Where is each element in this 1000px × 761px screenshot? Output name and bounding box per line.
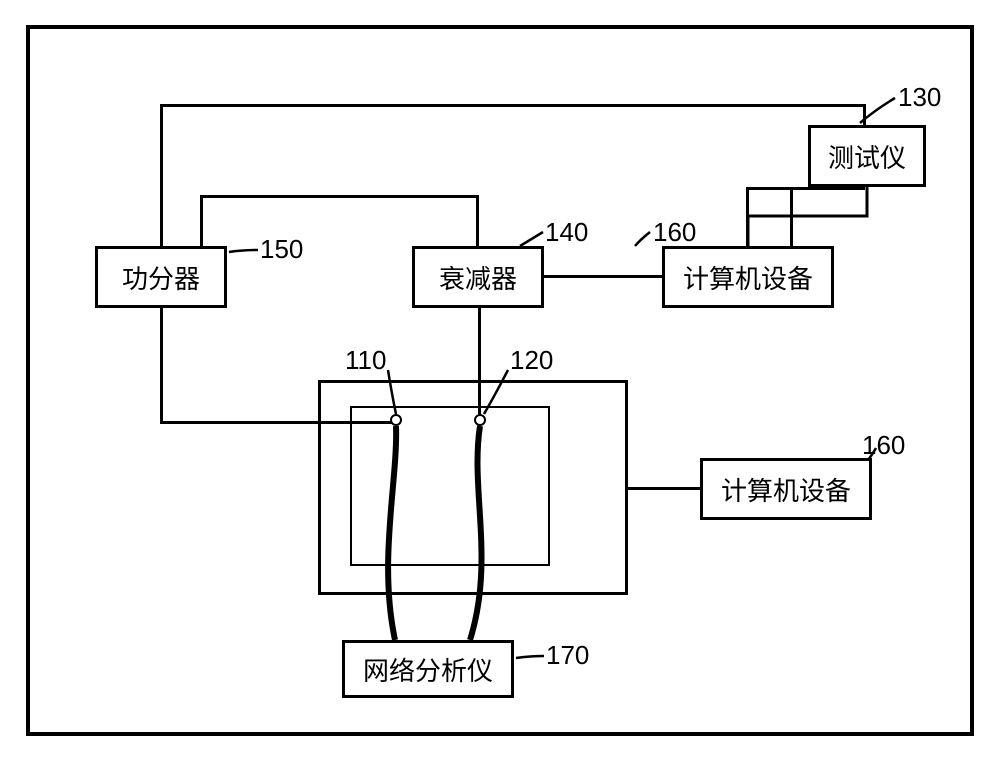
point-120 — [474, 414, 486, 426]
leader-curves — [0, 0, 1000, 761]
point-110 — [390, 414, 402, 426]
